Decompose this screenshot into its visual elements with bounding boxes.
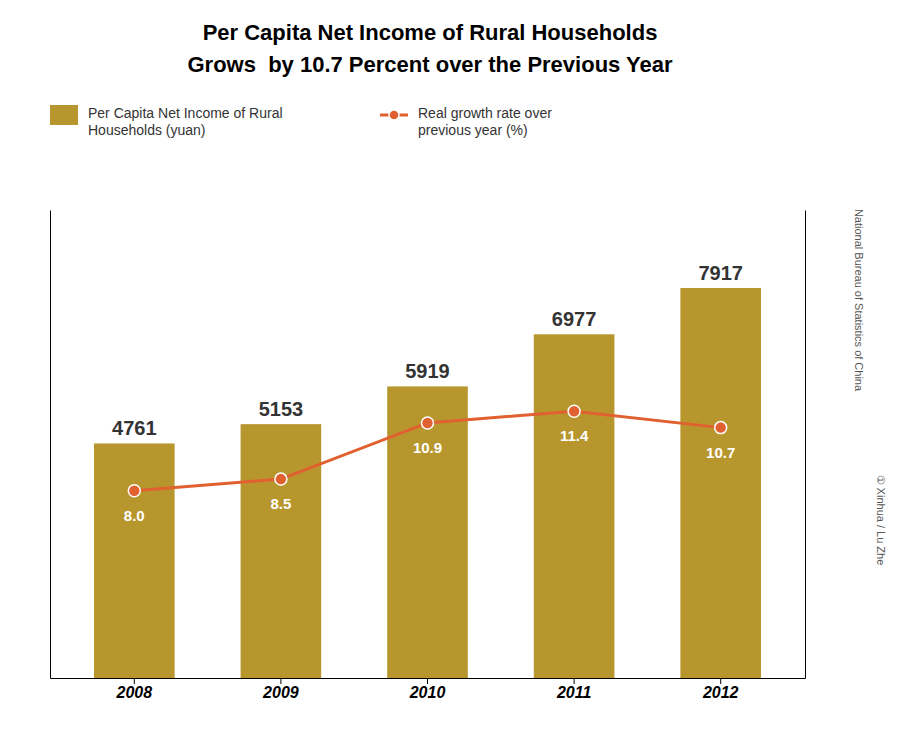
bar-label: 7917 (698, 262, 743, 284)
x-tick-mark (574, 678, 575, 684)
x-tick-mark (427, 678, 428, 684)
x-tick-mark (720, 678, 721, 684)
annotation: National Bureau of Statistics of China (853, 209, 865, 392)
x-tick-label: 2009 (262, 684, 299, 701)
subtitle: Grows by 10.7 Percent over the Previous … (187, 52, 672, 77)
line-label: 8.0 (124, 507, 145, 524)
bar (94, 443, 175, 678)
x-tick-mark (134, 678, 135, 684)
x-tick-label: 2012 (702, 684, 739, 701)
x-tick: 2008 (115, 678, 152, 701)
bar (680, 288, 761, 678)
annotation: ① Xinhua / Lu Zhe (875, 475, 887, 566)
marker (422, 417, 434, 429)
y-axis (50, 211, 51, 679)
legend-item: Per Capita Net Income of RuralHouseholds… (50, 105, 283, 138)
plot-area (94, 288, 761, 678)
legend-item: Real growth rate overprevious year (%) (380, 105, 552, 138)
chart-root: Per Capita Net Income of Rural Household… (0, 0, 900, 738)
line-label: 10.7 (706, 444, 735, 461)
bar (241, 424, 322, 678)
marker (128, 485, 140, 497)
bar (387, 386, 468, 678)
line-label: 11.4 (560, 427, 589, 444)
data-labels: 4761 5153 5919 6977 7917 8.0 8.5 10.9 11.4 10.7 (112, 262, 743, 524)
marker (715, 422, 727, 434)
legend-swatch (50, 105, 78, 125)
x-tick: 2009 (262, 678, 299, 701)
bar (534, 334, 615, 678)
legend-label: Real growth rate overprevious year (%) (418, 105, 552, 138)
x-axis: 2008 2009 2010 2011 2012 (51, 678, 806, 701)
x-tick-label: 2011 (556, 684, 592, 701)
bar-label: 5153 (259, 398, 304, 420)
title: Per Capita Net Income of Rural Household… (203, 20, 658, 45)
line-label: 8.5 (270, 495, 291, 512)
marker (275, 473, 287, 485)
line (134, 411, 720, 491)
x-tick: 2012 (702, 678, 739, 701)
x-tick-mark (280, 678, 281, 684)
legend: Per Capita Net Income of RuralHouseholds… (50, 105, 552, 138)
bar-label: 5919 (405, 360, 450, 382)
bar-label: 6977 (552, 308, 597, 330)
line-label: 10.9 (413, 439, 442, 456)
x-tick-label: 2010 (409, 684, 446, 701)
y-axis-line (50, 211, 51, 679)
x-tick-label: 2008 (115, 684, 152, 701)
bar-label: 4761 (112, 417, 157, 439)
x-tick: 2010 (409, 678, 446, 701)
legend-marker (389, 110, 399, 120)
legend-label: Per Capita Net Income of RuralHouseholds… (88, 105, 283, 138)
x-tick: 2011 (556, 678, 592, 701)
y2-axis (805, 211, 806, 679)
y2-axis-line (805, 211, 806, 679)
marker (568, 405, 580, 417)
